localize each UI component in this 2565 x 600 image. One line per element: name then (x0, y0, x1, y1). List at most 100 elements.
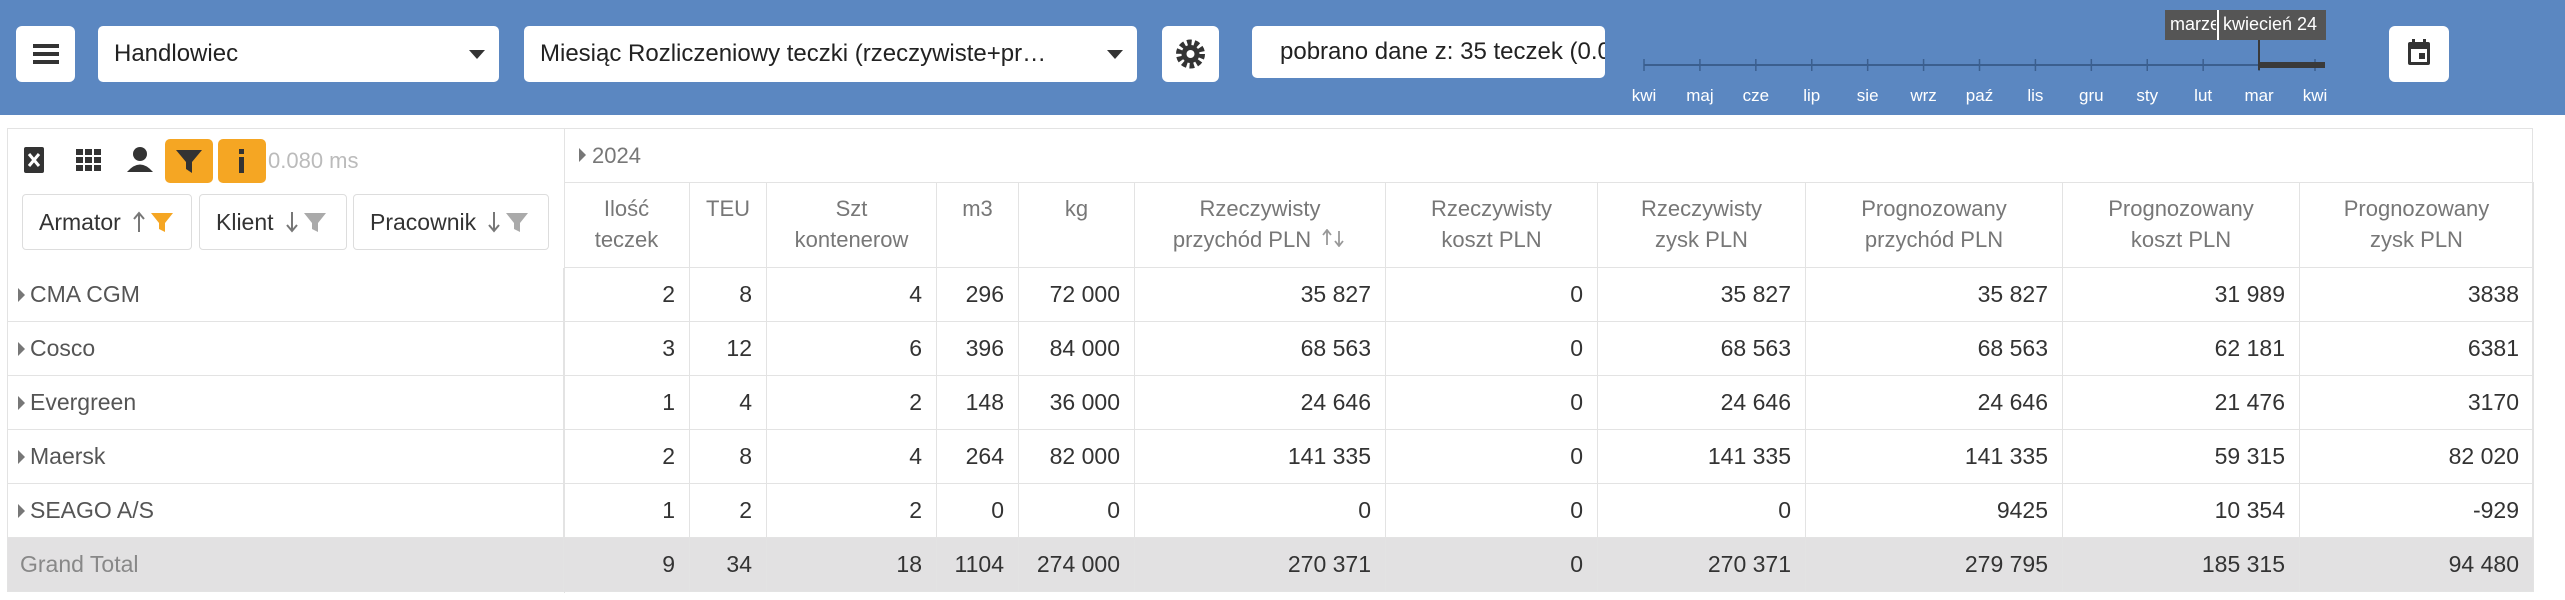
value-cell: 264 (937, 430, 1019, 484)
value-cell: 141 335 (1598, 430, 1806, 484)
column-header[interactable]: Rzeczywisty zysk PLN (1598, 183, 1806, 268)
timeline[interactable]: kwi maj cze lip sie wrz paź lis gru sty lut mar kwi m… (0, 0, 2565, 115)
timeline-label: sty (2136, 86, 2159, 105)
expand-arrow[interactable] (579, 148, 587, 162)
header-line: koszt PLN (1441, 227, 1542, 252)
period-select[interactable]: Miesiąc Rozliczeniowy teczki (rzeczywist… (524, 26, 1137, 82)
value-cell: 0 (1386, 376, 1598, 430)
value-cell: 3 (564, 322, 690, 376)
value-cell: 4 (767, 430, 937, 484)
value-cell: 141 335 (1806, 430, 2063, 484)
total-cell: 34 (690, 538, 767, 592)
expand-arrow[interactable] (18, 504, 26, 518)
row-label[interactable]: Cosco (8, 322, 564, 376)
total-cell: 270 371 (1598, 538, 1806, 592)
menu-icon (33, 44, 59, 64)
sort-filter-icon[interactable] (133, 210, 179, 234)
value-cell: 0 (1386, 268, 1598, 322)
gear-icon (1176, 39, 1205, 69)
value-cell: 2 (564, 268, 690, 322)
value-cell: 141 335 (1135, 430, 1386, 484)
value-cell: 68 563 (1806, 322, 2063, 376)
total-cell: 18 (767, 538, 937, 592)
divider (564, 182, 2534, 183)
sort-icon[interactable] (1321, 228, 1347, 248)
menu-button[interactable] (16, 26, 75, 82)
header-line: przychód PLN (1135, 224, 1385, 255)
value-cell: 36 000 (1019, 376, 1135, 430)
value-cell: 21 476 (2063, 376, 2300, 430)
header-line: Prognozowany (2108, 196, 2254, 221)
value-cell: 2 (767, 376, 937, 430)
timeline-label: wrz (1910, 86, 1937, 105)
sort-filter-icon[interactable] (285, 210, 332, 234)
expand-arrow[interactable] (18, 342, 26, 356)
value-cell: 0 (1386, 484, 1598, 538)
value-cell: 0 (1386, 322, 1598, 376)
expand-arrow[interactable] (18, 396, 26, 410)
column-header[interactable]: m3 (937, 183, 1019, 268)
top-bar: Handlowiec Miesiąc Rozliczeniowy teczki … (0, 0, 2565, 115)
caret (469, 50, 485, 59)
calendar-button[interactable] (2389, 26, 2449, 82)
value-cell: 24 646 (1806, 376, 2063, 430)
header-line: TEU (706, 196, 750, 221)
row-label[interactable]: Maersk (8, 430, 564, 484)
timeline-label: mar (2244, 86, 2274, 105)
toolbar-icons (24, 139, 266, 183)
status-text: pobrano dane z: 35 teczek (0.08 (1280, 38, 1605, 65)
column-header[interactable]: Rzeczywisty przychód PLN (1135, 183, 1386, 268)
filter-label: Pracownik (370, 208, 477, 235)
label-text: Maersk (30, 443, 106, 469)
filter-chip[interactable]: Pracownik (353, 194, 549, 250)
user-icon[interactable] (127, 147, 153, 172)
select-text: Miesiąc Rozliczeniowy teczki (rzeczywist… (540, 40, 1047, 67)
filter-chip[interactable]: Klient (199, 194, 347, 250)
filter-chip[interactable]: Armator (22, 194, 192, 250)
value-cell: 10 354 (2063, 484, 2300, 538)
filter-label: Armator (39, 208, 121, 235)
total-row-bg (8, 538, 2534, 592)
value-cell: 8 (690, 430, 767, 484)
column-header[interactable]: TEU (690, 183, 767, 268)
value-cell: 4 (690, 376, 767, 430)
row-label[interactable]: SEAGO A/S (8, 484, 564, 538)
header-line: Prognozowany (1861, 196, 2007, 221)
column-header[interactable]: Prognozowany zysk PLN (2300, 183, 2534, 268)
expand-arrow[interactable] (18, 450, 26, 464)
column-header[interactable]: kg (1019, 183, 1135, 268)
total-cell: 270 371 (1135, 538, 1386, 592)
total-label: Grand Total (8, 538, 564, 592)
label-text: Cosco (30, 335, 96, 361)
expand-arrow[interactable] (18, 288, 26, 302)
value-cell: 0 (1135, 484, 1386, 538)
label-text: Grand Total (20, 551, 139, 577)
settings-button[interactable] (1162, 26, 1219, 82)
timeline-axis (1643, 10, 2326, 71)
timeline-label: cze (1742, 86, 1770, 105)
column-header[interactable]: Ilość teczek (564, 183, 690, 268)
timeline-label: lip (1803, 86, 1821, 105)
column-header[interactable]: Prognozowany przychód PLN (1806, 183, 2063, 268)
value-cell: 2 (767, 484, 937, 538)
column-header[interactable]: Prognozowany koszt PLN (2063, 183, 2300, 268)
value-cell: 1 (564, 484, 690, 538)
sort-filter-icon[interactable] (488, 210, 534, 234)
value-cell: 31 989 (2063, 268, 2300, 322)
value-cell: 59 315 (2063, 430, 2300, 484)
row-label[interactable]: CMA CGM (8, 268, 564, 322)
header-line: Rzeczywisty (1430, 196, 1552, 221)
pivot-table: 0.080 ms 2024 Armator Klient Pracownik Iloś… (7, 128, 2534, 593)
value-cell: 0 (1598, 484, 1806, 538)
total-cell: 9 (564, 538, 690, 592)
total-cell: 94 480 (2300, 538, 2534, 592)
value-cell: 0 (937, 484, 1019, 538)
column-header[interactable]: Rzeczywisty koszt PLN (1386, 183, 1598, 268)
row-label[interactable]: Evergreen (8, 376, 564, 430)
header-line: Ilość (603, 196, 650, 221)
dealer-select[interactable]: Handlowiec (98, 26, 499, 82)
column-header[interactable]: Szt kontenerow (767, 183, 937, 268)
value-cell: 0 (1019, 484, 1135, 538)
grid-icon[interactable] (76, 149, 101, 171)
